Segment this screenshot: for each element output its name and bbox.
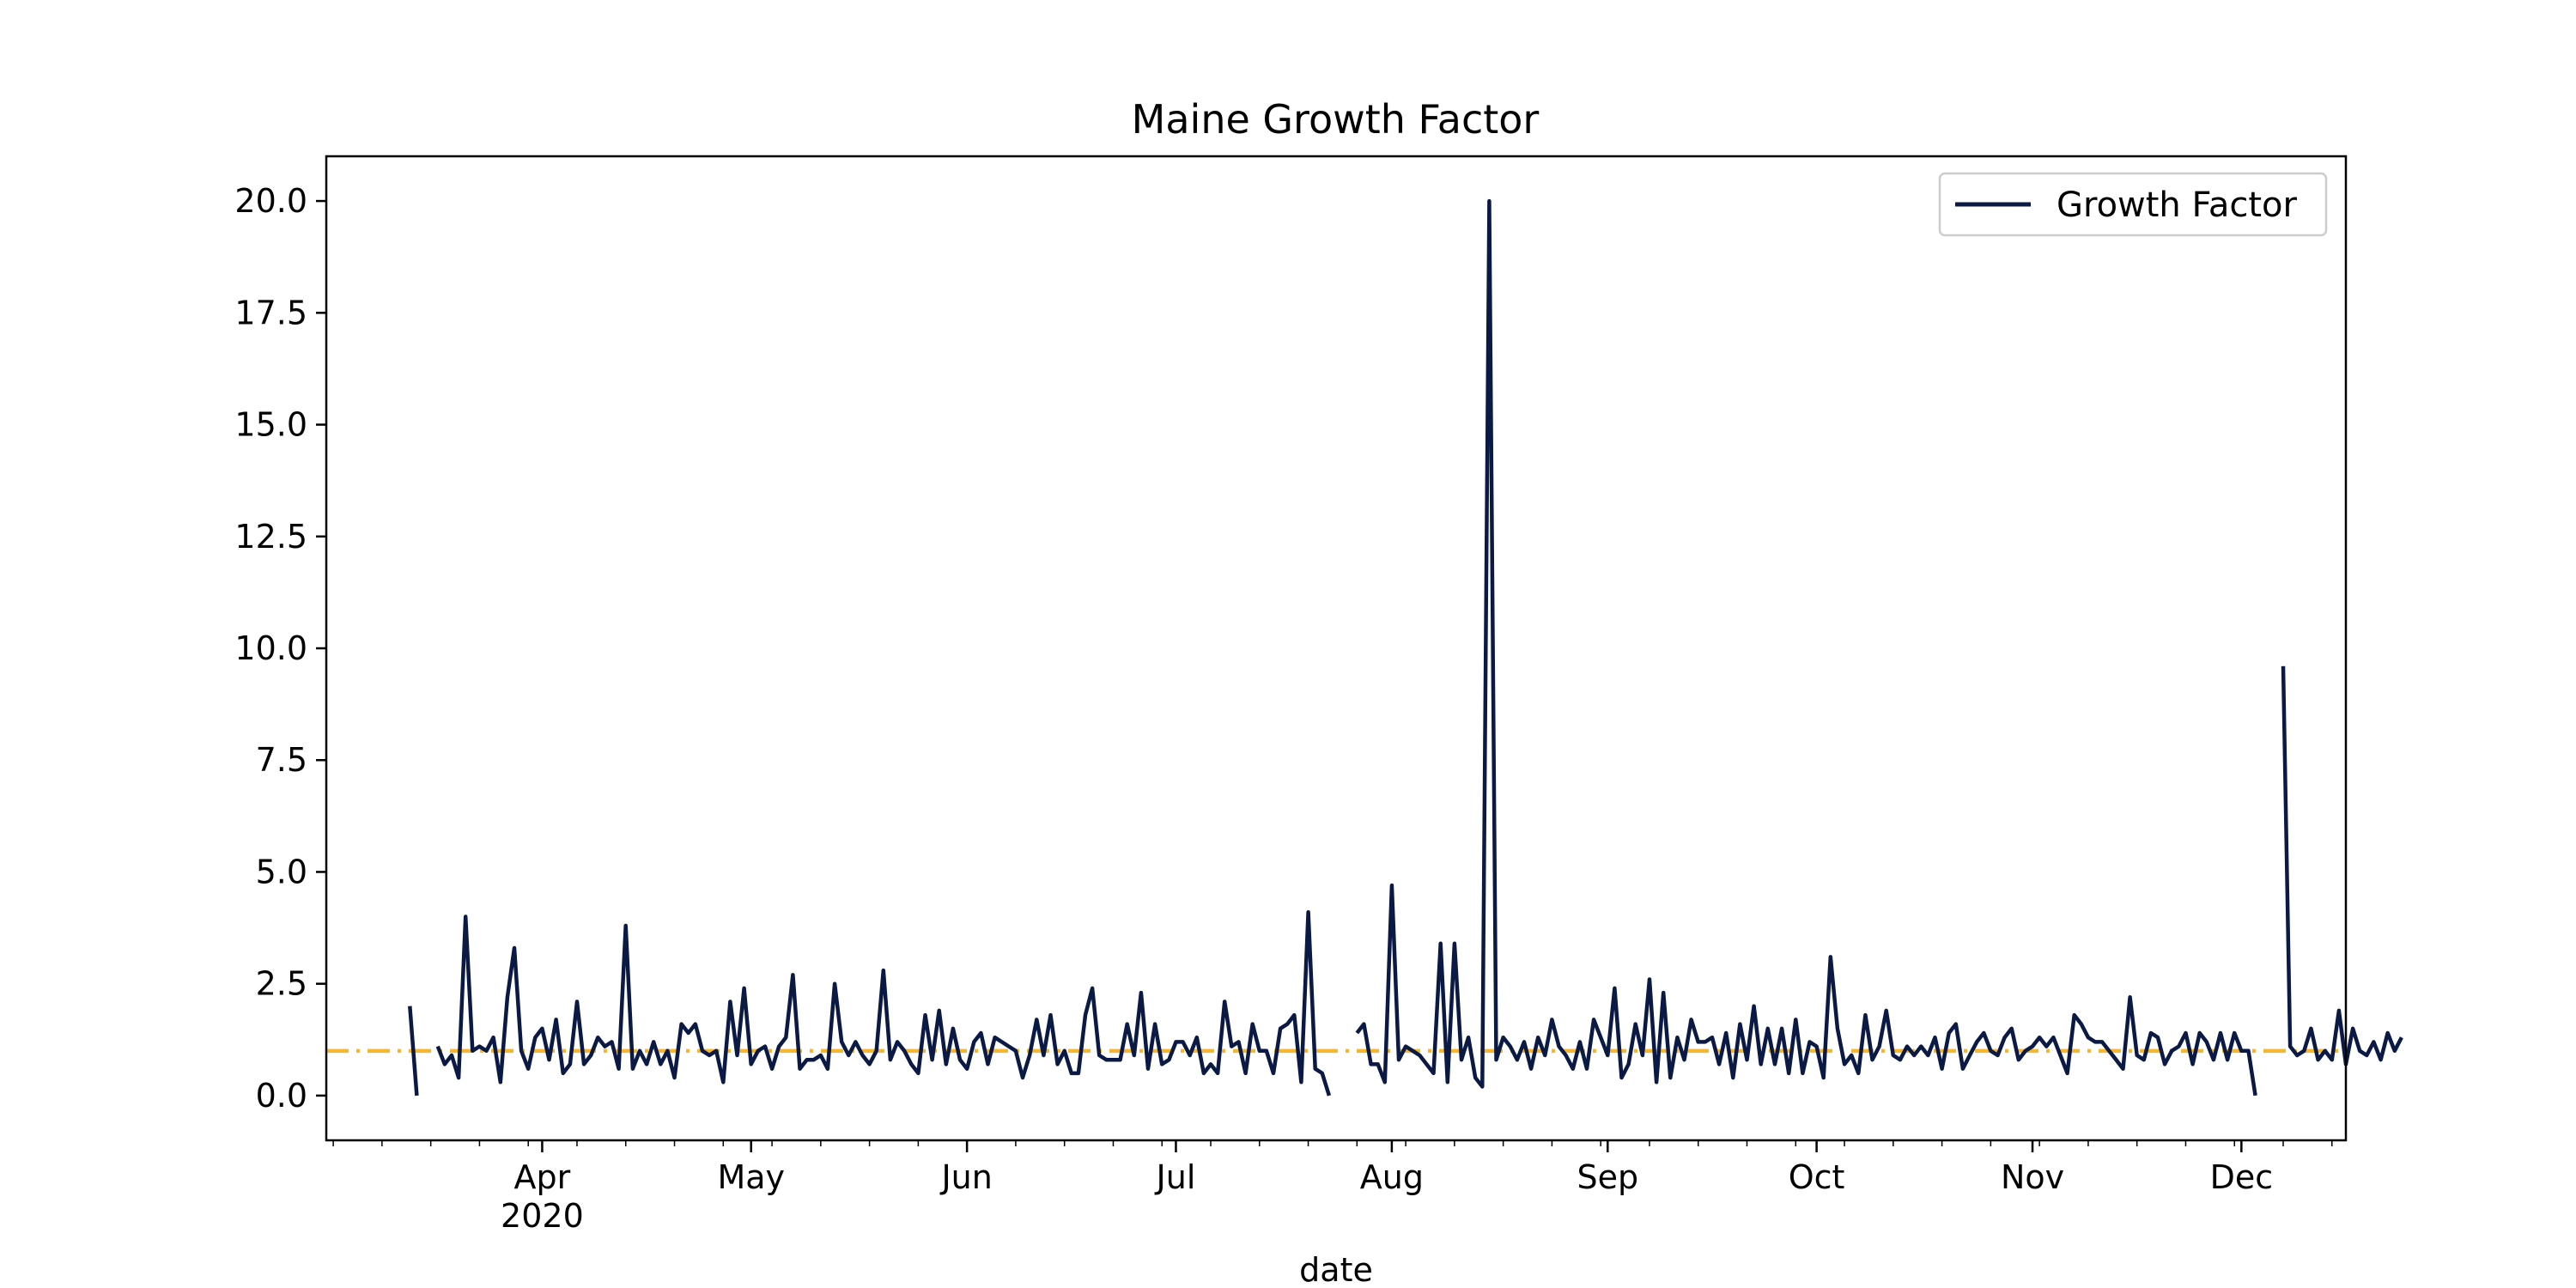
legend-box [1938, 172, 2328, 237]
y-tick-label: 15.0 [234, 406, 307, 444]
x-tick-label: Dec [2210, 1158, 2274, 1196]
y-tick-label: 10.0 [234, 629, 307, 667]
series-group [408, 198, 2403, 1097]
x-tick-year-label: 2020 [501, 1197, 584, 1235]
y-tick-label: 7.5 [256, 741, 307, 779]
series-line-growth-factor [408, 1005, 419, 1097]
y-tick-label: 12.5 [234, 518, 307, 556]
x-axis-label: date [1299, 1251, 1373, 1288]
x-tick-label: Sep [1577, 1158, 1638, 1196]
series-line-growth-factor [2281, 665, 2403, 1066]
x-tick-label: Jun [939, 1158, 992, 1196]
y-tick-label: 2.5 [256, 965, 307, 1003]
x-tick-label: Oct [1789, 1158, 1845, 1196]
legend: Growth Factor [1938, 172, 2328, 237]
y-tick-label: 5.0 [256, 853, 307, 890]
legend-label: Growth Factor [2057, 185, 2297, 225]
y-tick-label: 0.0 [256, 1077, 307, 1115]
x-tick-label: May [717, 1158, 785, 1196]
plot-frame [325, 155, 2348, 1142]
x-tick-label: Jul [1155, 1158, 1196, 1196]
chart-title: Maine Growth Factor [1132, 96, 1540, 143]
y-axis: 0.0 2.5 5.0 7.5 10.0 12.5 15.0 17.5 20.0 [234, 182, 326, 1115]
x-tick-label: Apr [514, 1158, 571, 1196]
x-tick-label: Nov [2001, 1158, 2064, 1196]
x-tick-label: Aug [1360, 1158, 1424, 1196]
series-line-growth-factor [1355, 198, 2257, 1097]
series-line-growth-factor [435, 910, 1332, 1097]
y-tick-label: 17.5 [234, 294, 307, 331]
y-tick-label: 20.0 [234, 182, 307, 220]
